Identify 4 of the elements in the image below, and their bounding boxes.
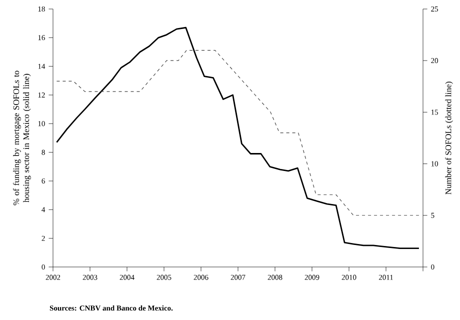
y2-axis-title: Number of SOFOLs (dotted line) bbox=[445, 82, 453, 194]
line-series bbox=[56, 26, 420, 250]
line-series bbox=[56, 50, 420, 216]
y-axis-title: % of funding by mortgage SOFOLs to housing sector in Mexico (solid line) bbox=[13, 70, 31, 206]
